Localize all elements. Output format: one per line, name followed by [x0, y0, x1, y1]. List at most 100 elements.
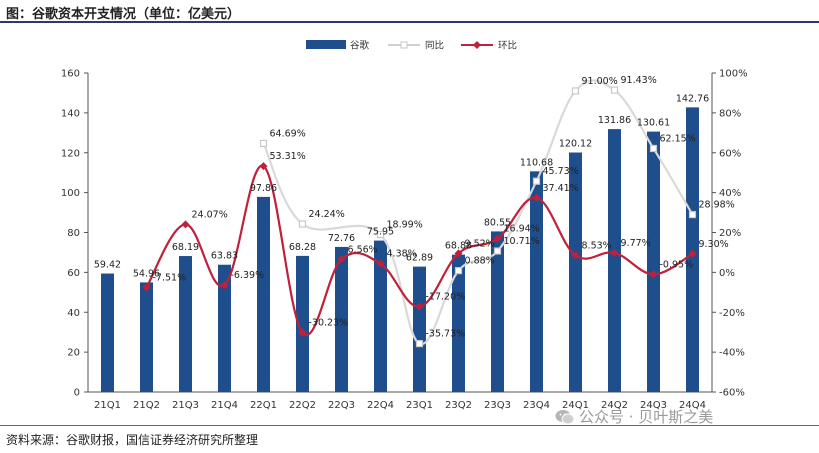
series-marker — [688, 210, 697, 219]
x-tick-label: 22Q2 — [289, 400, 316, 411]
chart-axes: 0 20 40 60 80 100 120 140 160 -60% -40% -20% 0% 20% 40… — [61, 69, 748, 412]
bar — [257, 196, 270, 392]
bar-value-label: 62.89 — [406, 253, 433, 264]
legend: 谷歌 同比 环比 — [306, 40, 517, 52]
series-marker — [688, 249, 697, 258]
bar — [452, 254, 465, 392]
line-value-label: 24.24% — [309, 209, 345, 220]
y-left-tick-label: 60 — [67, 268, 80, 279]
line-value-label: 10.71% — [504, 236, 540, 247]
legend-marker — [473, 41, 481, 49]
series-marker — [649, 270, 658, 279]
series-marker — [610, 86, 619, 94]
bar — [179, 256, 192, 392]
bar — [647, 131, 660, 392]
y-right-tick-label: -40% — [719, 348, 745, 359]
series-marker — [337, 255, 346, 264]
bar-value-label: 110.68 — [520, 157, 553, 168]
series-marker — [415, 302, 424, 311]
y-right-tick-label: 60% — [719, 148, 741, 159]
x-tick-label: 21Q3 — [172, 400, 199, 411]
y-right-tick-label: -20% — [719, 308, 745, 319]
bar-value-label: 142.76 — [676, 93, 709, 104]
series-marker — [415, 340, 424, 348]
line-value-label: 91.00% — [582, 76, 618, 87]
legend-swatch — [306, 40, 346, 49]
capex-chart: 0 20 40 60 80 100 120 140 160 -60% -40% -20% 0% 20% 40… — [61, 40, 748, 412]
bar — [374, 240, 387, 392]
series-marker — [493, 247, 502, 255]
footer-divider — [0, 425, 819, 426]
bar — [218, 264, 231, 392]
watermark: 公众号 · 贝叶斯之美 — [555, 406, 713, 427]
y-left-tick-label: 80 — [67, 228, 80, 239]
line-value-label: 9.77% — [621, 238, 651, 249]
x-tick-label: 22Q4 — [367, 400, 394, 411]
line-value-label: -6.39% — [231, 270, 265, 281]
bar — [530, 171, 543, 392]
line-value-label: 4.38% — [387, 249, 417, 260]
series-marker — [649, 144, 658, 153]
x-tick-label: 24Q2 — [601, 400, 628, 411]
bar-value-label: 54.96 — [133, 268, 160, 279]
data-labels: 59.42 54.96 68.19 63.83 97.86 68.28 72.76 75.95… — [94, 75, 735, 340]
series-marker — [220, 281, 229, 290]
legend-marker — [400, 41, 408, 49]
line-value-label: 6.56% — [348, 244, 378, 255]
bar — [335, 246, 348, 392]
line-value-label: -0.95% — [660, 259, 694, 270]
bar-value-label: 130.61 — [637, 118, 670, 129]
watermark-text: 公众号 · 贝叶斯之美 — [579, 408, 714, 426]
series-marker — [571, 87, 580, 95]
bar — [140, 282, 153, 392]
y-left-tick-label: 160 — [61, 69, 80, 80]
legend-label: 同比 — [425, 40, 444, 52]
bar — [413, 266, 426, 392]
y-right-tick-label: 40% — [719, 188, 741, 199]
y-right-tick-label: 100% — [719, 69, 748, 80]
series-marker — [454, 249, 463, 258]
x-tick-label: 23Q2 — [445, 400, 472, 411]
y-left-tick-label: 120 — [61, 148, 80, 159]
legend-label: 环比 — [498, 40, 517, 52]
bar — [101, 273, 114, 392]
y-right-tick-label: 80% — [719, 108, 741, 119]
line-value-label: 18.99% — [387, 220, 423, 231]
bar-value-label: 63.83 — [211, 251, 238, 262]
series-marker — [571, 251, 580, 260]
series-marker — [298, 220, 307, 228]
bar-value-label: 131.86 — [598, 115, 631, 126]
line-value-label: 16.94% — [504, 224, 540, 235]
y-left-tick-label: 140 — [61, 108, 80, 119]
line-value-label: 91.43% — [621, 75, 657, 86]
line-value-label: 9.52% — [465, 238, 495, 249]
line-value-label: 62.15% — [660, 133, 696, 144]
bar-value-label: 80.55 — [484, 217, 511, 228]
y-left-tick-label: 100 — [61, 188, 80, 199]
series-marker — [532, 177, 541, 185]
x-tick-label: 24Q4 — [679, 400, 706, 411]
bar-value-label: 120.12 — [559, 139, 592, 150]
bar-value-label: 97.86 — [250, 183, 277, 194]
line-series — [142, 79, 697, 348]
bar — [491, 231, 504, 392]
series-marker — [376, 230, 385, 239]
line-value-label: -7.51% — [153, 272, 187, 283]
line-value-label: 64.69% — [270, 128, 306, 139]
wechat-icon — [555, 409, 575, 424]
bar — [296, 255, 309, 392]
x-tick-label: 23Q1 — [406, 400, 433, 411]
series-line — [145, 164, 694, 337]
line-value-label: -35.73% — [426, 329, 466, 340]
series-marker — [142, 283, 151, 292]
bar-series — [101, 107, 699, 392]
line-value-label: 0.88% — [465, 256, 495, 267]
line-value-label: 45.73% — [543, 166, 579, 177]
page-title: 图：谷歌资本开支情况（单位：亿美元） — [6, 7, 241, 22]
bar-value-label: 68.28 — [289, 242, 316, 253]
series-marker — [493, 234, 502, 243]
title-divider — [0, 21, 819, 23]
bar-value-label: 68.19 — [172, 242, 199, 253]
x-tick-label: 23Q4 — [523, 400, 550, 411]
series-marker — [376, 259, 385, 268]
